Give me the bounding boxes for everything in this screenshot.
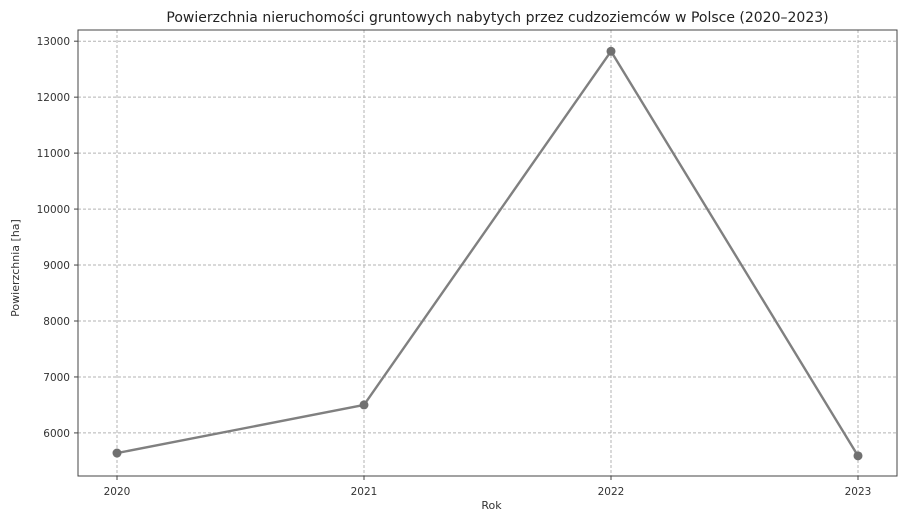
y-tick-label: 9000 [43, 260, 70, 272]
grid-layer [78, 30, 897, 476]
data-point [112, 448, 122, 458]
series-line [116, 50, 860, 457]
y-axis-label: Powierzchnia [ha] [9, 219, 22, 317]
data-point [853, 451, 863, 461]
y-tick-label: 13000 [37, 36, 70, 48]
y-tick-label: 10000 [37, 204, 70, 216]
x-tick-label: 2020 [104, 486, 131, 498]
y-tick-label: 6000 [43, 428, 70, 440]
plot-frame [77, 29, 898, 477]
chart-title: Powierzchnia nieruchomości gruntowych na… [166, 10, 828, 26]
series-layer [112, 46, 863, 461]
x-tick-label: 2022 [598, 486, 625, 498]
label-layer: Powierzchnia nieruchomości gruntowych na… [9, 10, 871, 511]
axis-layer [74, 29, 898, 480]
x-tick-label: 2023 [845, 486, 872, 498]
y-tick-label: 11000 [37, 148, 70, 160]
y-tick-label: 12000 [37, 92, 70, 104]
x-tick-label: 2021 [351, 486, 378, 498]
data-point [606, 46, 616, 56]
y-tick-label: 8000 [43, 316, 70, 328]
x-axis-label: Rok [481, 499, 502, 511]
data-point [359, 400, 369, 410]
y-tick-label: 7000 [43, 372, 70, 384]
